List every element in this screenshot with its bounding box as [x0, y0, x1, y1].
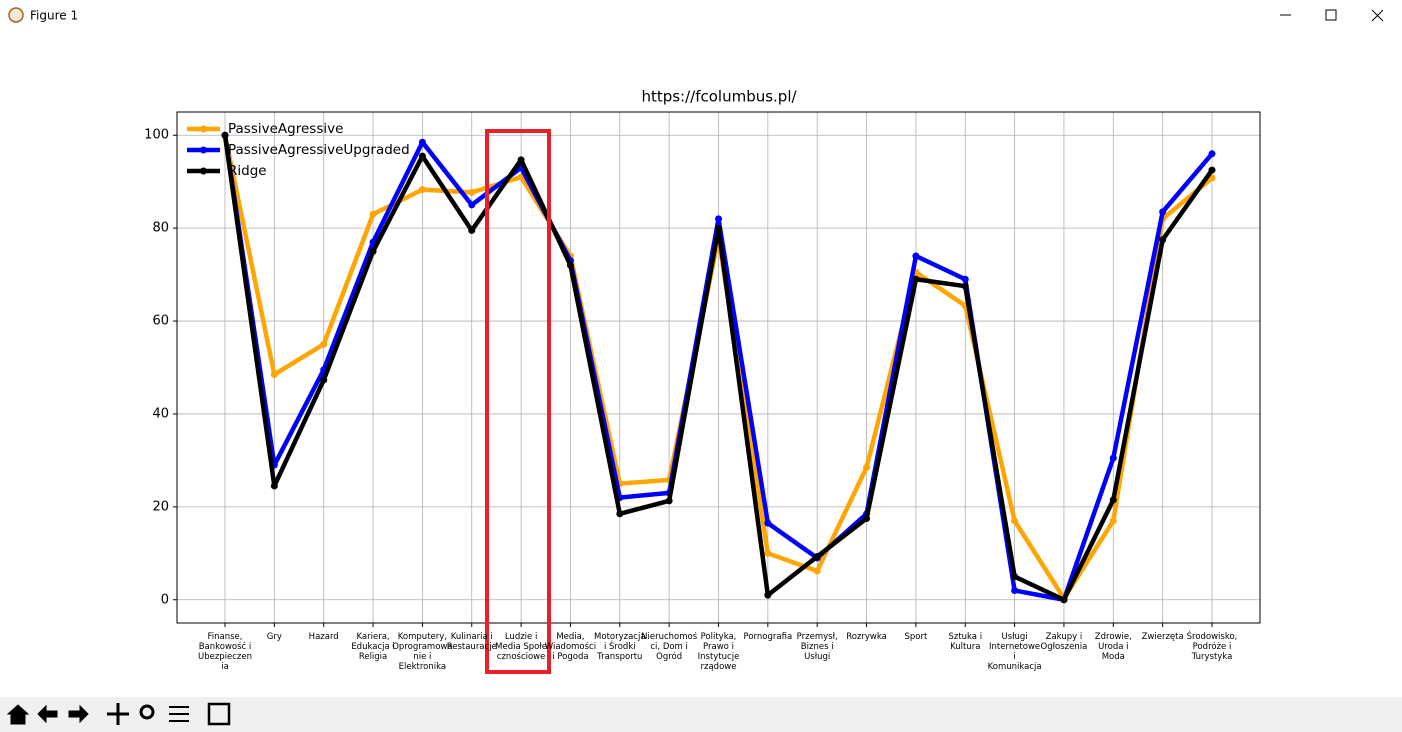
point [863, 514, 871, 522]
point [468, 226, 476, 234]
point [566, 261, 574, 269]
legend-marker [200, 167, 207, 175]
point [863, 463, 871, 471]
back-button[interactable] [37, 704, 58, 724]
x-tick-label: Kulinaria i Restauracje [446, 632, 497, 652]
point [320, 376, 328, 384]
point [418, 152, 426, 160]
point [764, 549, 772, 557]
x-tick-label: Przemysł, Biznes i Usługi [796, 632, 838, 662]
point [1011, 586, 1019, 594]
x-tick-label: Finanse, Bankowość i Ubezpieczen ia [197, 632, 253, 672]
app-icon [8, 7, 24, 23]
forward-button[interactable] [68, 704, 89, 724]
x-tick-label: Sztuka i Kultura [948, 632, 983, 652]
save-button[interactable] [207, 702, 231, 726]
pan-button[interactable] [107, 703, 129, 725]
point [961, 282, 969, 290]
point [270, 482, 278, 490]
point [1011, 517, 1019, 525]
point [418, 138, 426, 146]
x-tick-label: Zwierzęta [1141, 632, 1184, 642]
title-bar [0, 0, 1402, 31]
point [912, 252, 920, 260]
x-tick-label: Komputery, Oprogramowa nie i Elektronika [392, 632, 453, 672]
point [1159, 208, 1167, 216]
y-tick-label: 60 [152, 314, 169, 329]
x-tick-label: Nieruchomoś ci, Dom i Ogród [641, 632, 698, 662]
point [320, 340, 328, 348]
legend-label: Ridge [228, 163, 267, 179]
point [270, 370, 278, 378]
point [1011, 573, 1019, 581]
x-tick-label: Gry [266, 632, 282, 642]
chart-title: https://fcolumbus.pl/ [641, 88, 797, 106]
highlight-box [485, 129, 551, 674]
x-tick-label: Polityka, Prawo i Instytucje rządowe [697, 632, 740, 672]
x-tick-label: Motoryzacja i Środki Transportu [594, 632, 646, 662]
point [221, 131, 229, 139]
point [813, 553, 821, 561]
close-button[interactable] [1371, 9, 1384, 22]
y-tick-label: 80 [152, 221, 169, 236]
point [665, 497, 673, 505]
x-tick-label: Usługi Internetowe i Komunikacja [987, 632, 1042, 672]
point [1109, 454, 1117, 462]
configure-button[interactable] [169, 706, 189, 722]
legend-label: PassiveAgressive [228, 121, 343, 137]
x-tick-label: Środowisko, Podróże i Turystyka [1186, 632, 1238, 662]
point [764, 519, 772, 527]
x-tick-label: Pornografia [743, 632, 793, 642]
x-tick-label: Rozrywka [846, 632, 887, 642]
point [912, 275, 920, 283]
point [468, 201, 476, 209]
point [961, 275, 969, 283]
point [1109, 517, 1117, 525]
maximize-button[interactable] [1325, 9, 1337, 21]
point [1208, 150, 1216, 158]
point [517, 156, 525, 164]
toolbar [0, 697, 1402, 732]
y-tick-label: 20 [152, 499, 169, 514]
x-tick-label: Ludzie i Media Społe cznościowe [495, 632, 548, 662]
y-tick-label: 100 [144, 128, 169, 143]
x-tick-label: Media, Wiadomości i Pogoda [544, 632, 597, 662]
x-tick-label: Zdrowie, Uroda i Moda [1094, 632, 1132, 662]
point [369, 247, 377, 255]
legend-label: PassiveAgressiveUpgraded [228, 142, 410, 158]
legend-marker [200, 146, 207, 154]
point [1159, 236, 1167, 244]
y-tick-label: 40 [152, 406, 169, 421]
x-tick-label: Sport [904, 632, 928, 642]
point [715, 215, 722, 223]
x-tick-label: Hazard [308, 632, 339, 642]
home-button[interactable] [6, 704, 30, 725]
point [1109, 496, 1117, 504]
legend-marker [200, 125, 207, 133]
toolbar-buttons [6, 702, 231, 726]
point [616, 510, 624, 518]
point [1060, 596, 1068, 604]
point [715, 224, 722, 232]
zoom-button[interactable] [139, 704, 155, 720]
point [813, 567, 821, 575]
point [418, 186, 426, 194]
point [1208, 166, 1216, 174]
point [468, 188, 476, 196]
window-title: Figure 1 [30, 9, 78, 23]
x-tick-label: Kariera, Edukacja i Religia [351, 632, 395, 662]
y-tick-label: 0 [161, 592, 169, 607]
x-tick-label: Zakupy i Ogłoszenia [1040, 632, 1088, 652]
point [764, 591, 772, 599]
point [369, 210, 377, 218]
